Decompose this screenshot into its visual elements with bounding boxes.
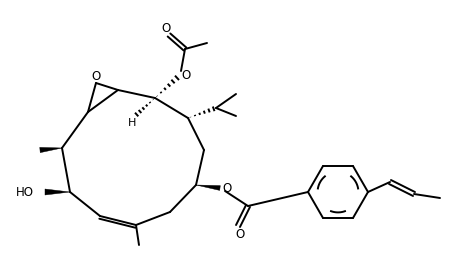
Text: HO: HO: [16, 185, 34, 198]
Polygon shape: [45, 189, 70, 195]
Polygon shape: [196, 185, 220, 190]
Text: H: H: [128, 118, 136, 128]
Text: O: O: [182, 68, 190, 81]
Text: O: O: [161, 21, 171, 34]
Polygon shape: [40, 147, 62, 153]
Text: O: O: [222, 182, 232, 195]
Text: O: O: [235, 227, 245, 240]
Text: O: O: [91, 70, 101, 83]
